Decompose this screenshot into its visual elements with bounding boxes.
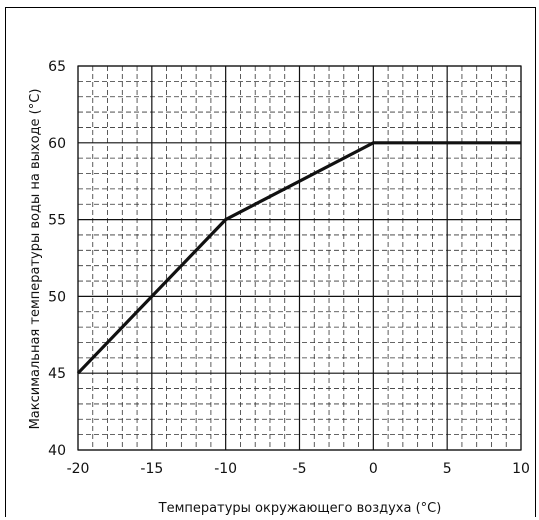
- x-tick-label: 0: [369, 461, 378, 477]
- series-line: [76, 141, 521, 375]
- y-tick-label: 50: [48, 289, 66, 305]
- y-tick-labels: 40 45 50 55 60 65: [48, 59, 66, 459]
- x-tick-labels: -20 -15 -10 -5 0 5 10: [67, 461, 530, 477]
- x-tick-label: 5: [443, 461, 452, 477]
- x-tick-label: 10: [512, 461, 530, 477]
- x-tick-label: -10: [214, 461, 237, 477]
- y-tick-label: 60: [48, 136, 66, 152]
- y-tick-label: 55: [48, 213, 66, 229]
- series-layer: [76, 141, 521, 375]
- chart-frame: [5, 7, 536, 517]
- y-tick-label: 45: [48, 366, 66, 382]
- y-tick-label: 40: [48, 443, 66, 459]
- plot-border: [77, 65, 522, 451]
- x-axis-label: Температуры окружающего воздуха (°C): [158, 501, 442, 516]
- major-grid: [77, 65, 522, 451]
- x-tick-label: -15: [140, 461, 163, 477]
- y-tick-label: 65: [48, 59, 66, 75]
- x-tick-label: -5: [293, 461, 307, 477]
- x-tick-label: -20: [67, 461, 90, 477]
- y-axis-label: Максимальная температуры воды на выходе …: [28, 89, 43, 430]
